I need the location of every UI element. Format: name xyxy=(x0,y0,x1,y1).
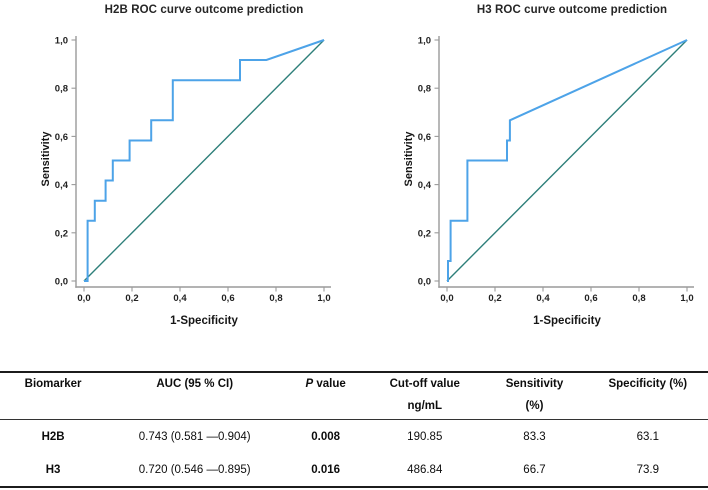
cell-auc: 0.743 (0.581 —0.904) xyxy=(138,430,251,443)
svg-text:1,0: 1,0 xyxy=(680,293,693,304)
roc-plot: 0,0 0,2 0,4 0,6 0,8 1,0 0,0 0,2 0,4 0,6 0,8 1,0 xyxy=(55,36,331,304)
svg-text:0,4: 0,4 xyxy=(55,180,69,191)
svg-text:0,6: 0,6 xyxy=(418,132,431,143)
col-header-auc: AUC (95 % CI) xyxy=(106,372,284,420)
table-row: H2B 0.743 (0.581 —0.904) 0.008 190.85 83… xyxy=(0,420,708,454)
svg-text:1,0: 1,0 xyxy=(418,36,431,47)
cell-auc: 0.720 (0.546 —0.895) xyxy=(138,463,251,476)
svg-text:0,6: 0,6 xyxy=(55,132,68,143)
svg-text:1,0: 1,0 xyxy=(317,293,330,304)
cell-specificity: 73.9 xyxy=(636,463,659,476)
cell-p-value: 0.016 xyxy=(311,463,341,476)
svg-text:0,8: 0,8 xyxy=(418,84,431,95)
cell-p-value: 0.008 xyxy=(311,430,341,443)
svg-text:0,0: 0,0 xyxy=(418,277,431,288)
svg-text:0,6: 0,6 xyxy=(584,293,597,304)
x-axis-label: 1-Specificity xyxy=(533,315,601,327)
roc-plot: 0,0 0,2 0,4 0,6 0,8 1,0 0,0 0,2 0,4 0,6 0,8 1,0 xyxy=(418,36,694,304)
svg-text:0,2: 0,2 xyxy=(125,293,138,304)
cell-cutoff: 486.84 xyxy=(407,463,443,476)
col-header-sensitivity: Sensitivity (%) xyxy=(481,372,588,420)
col-header-specificity: Specificity (%) xyxy=(587,372,708,420)
col-header-biomarker: Biomarker xyxy=(0,372,107,420)
svg-text:0,0: 0,0 xyxy=(77,293,90,304)
cell-specificity: 63.1 xyxy=(636,430,659,443)
results-table: Biomarker AUC (95 % CI) P value Cut-off … xyxy=(0,371,708,488)
chart-title: H3 ROC curve outcome prediction xyxy=(476,4,668,16)
roc-chart-h2b: H2B ROC curve outcome prediction Sensiti… xyxy=(0,0,354,355)
svg-text:0,8: 0,8 xyxy=(55,84,68,95)
table-row: H3 0.720 (0.546 —0.895) 0.016 486.84 66.… xyxy=(0,453,708,487)
svg-text:0,8: 0,8 xyxy=(269,293,282,304)
cell-cutoff: 190.85 xyxy=(407,430,443,443)
col-header-p-value: P value xyxy=(283,372,369,420)
svg-text:0,2: 0,2 xyxy=(488,293,501,304)
x-axis-label: 1-Specificity xyxy=(170,315,238,327)
roc-chart-h3: H3 ROC curve outcome prediction Sensitiv… xyxy=(354,0,708,355)
cell-sensitivity: 66.7 xyxy=(523,463,546,476)
svg-text:0,0: 0,0 xyxy=(55,277,68,288)
svg-text:0,4: 0,4 xyxy=(536,293,550,304)
cell-biomarker: H3 xyxy=(45,463,61,476)
svg-text:0,4: 0,4 xyxy=(173,293,187,304)
svg-text:0,0: 0,0 xyxy=(440,293,453,304)
svg-text:0,6: 0,6 xyxy=(221,293,234,304)
svg-text:0,4: 0,4 xyxy=(418,180,432,191)
cell-sensitivity: 83.3 xyxy=(523,430,546,443)
svg-text:0,2: 0,2 xyxy=(55,228,68,239)
svg-text:0,2: 0,2 xyxy=(418,228,431,239)
chart-title: H2B ROC curve outcome prediction xyxy=(104,4,304,16)
table-header-row: Biomarker AUC (95 % CI) P value Cut-off … xyxy=(0,372,708,420)
cell-biomarker: H2B xyxy=(41,430,65,443)
col-header-cutoff: Cut-off value ng/mL xyxy=(368,372,482,420)
svg-text:1,0: 1,0 xyxy=(55,36,68,47)
svg-text:0,8: 0,8 xyxy=(632,293,645,304)
